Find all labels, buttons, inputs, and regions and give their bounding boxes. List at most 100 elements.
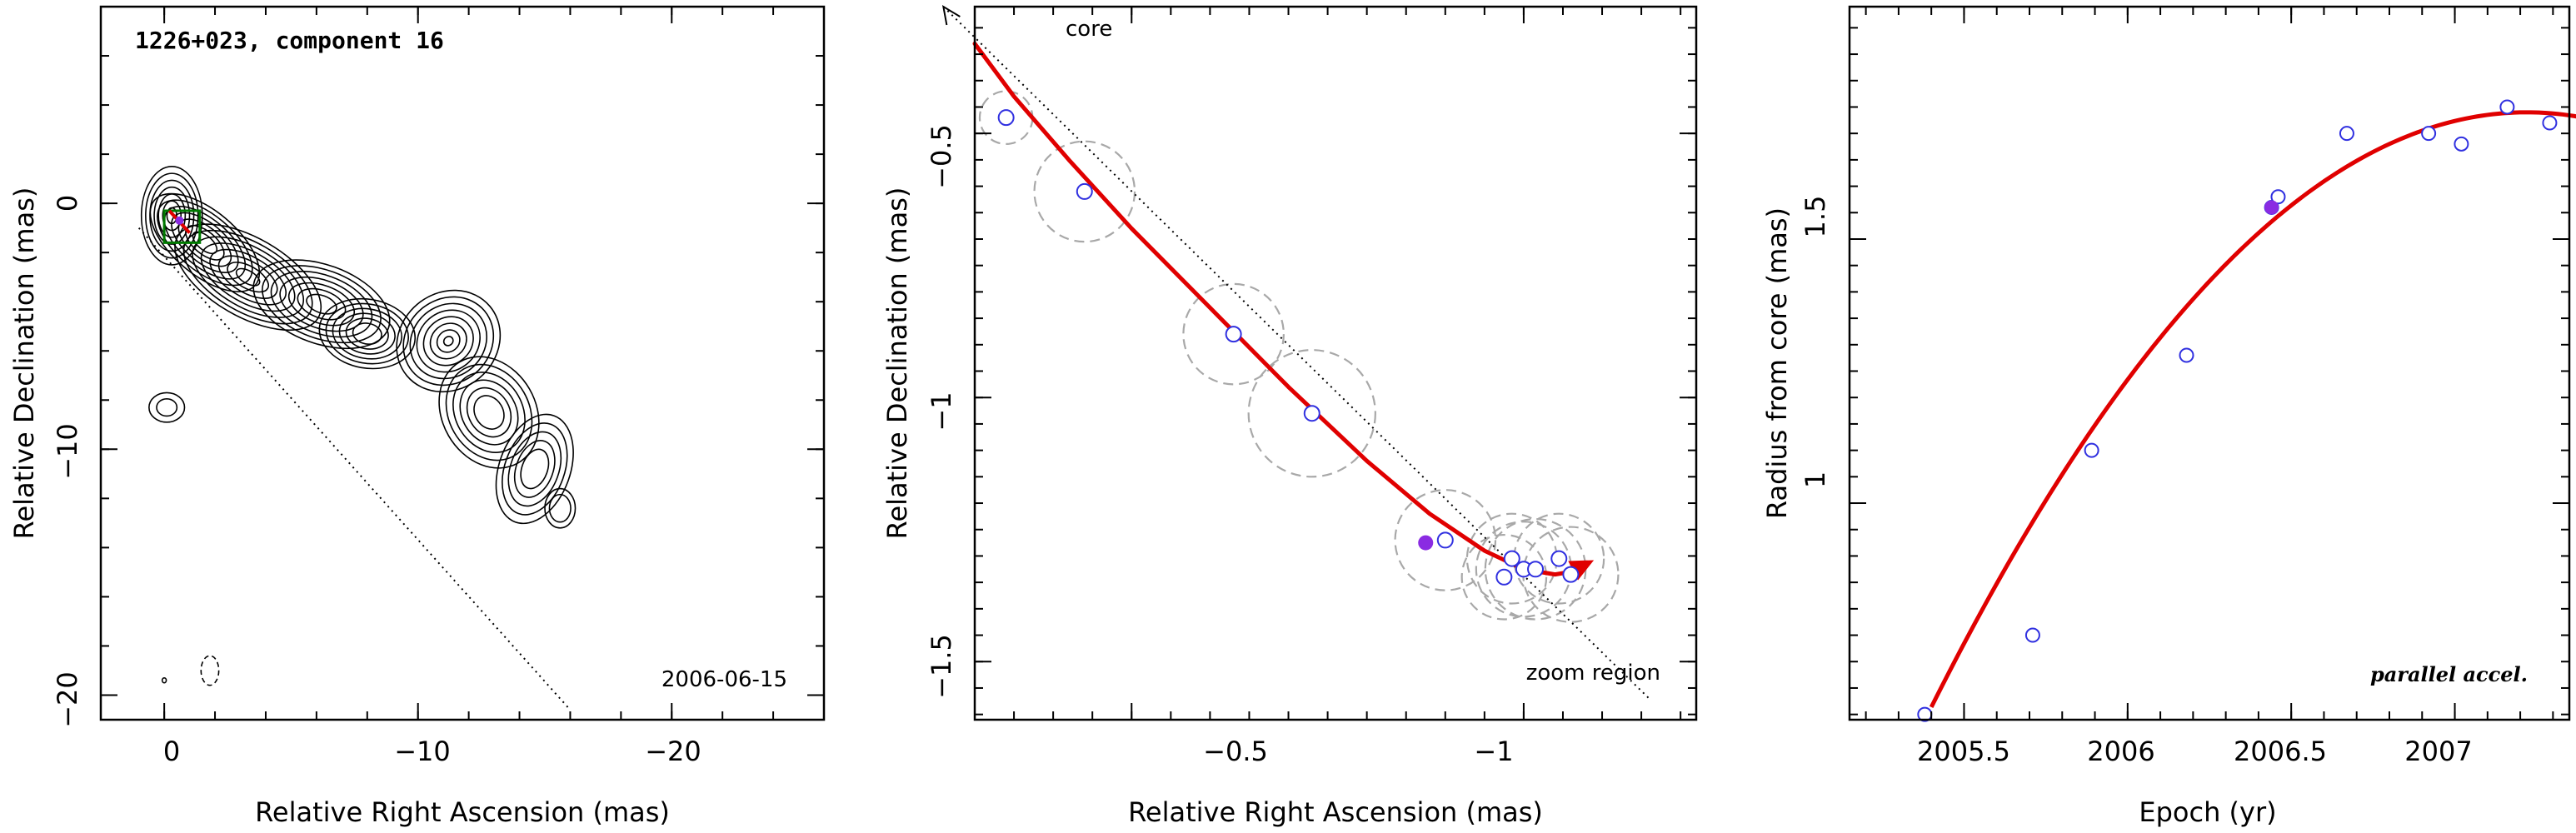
contour-7-2 [507, 431, 562, 507]
contour-6-0 [438, 356, 540, 469]
size-circle-4 [1394, 489, 1497, 591]
panel2-xtick-0: −0.5 [1203, 736, 1268, 767]
size-circle-9 [1513, 512, 1605, 605]
contour-4-3 [338, 312, 396, 355]
radius-point-8 [2454, 136, 2469, 152]
contour-0-0 [140, 166, 203, 266]
core-arrowhead [941, 5, 961, 26]
fitted-path [972, 41, 1589, 577]
panel2-xtick-1: −1 [1474, 736, 1513, 767]
contour-5-7 [442, 336, 454, 347]
contour-5-4 [422, 316, 474, 367]
contour-2-7 [235, 267, 261, 287]
panel1-xtick-2: −20 [645, 736, 701, 767]
radius-point-5 [2270, 189, 2286, 205]
radius-point-2 [2084, 442, 2099, 458]
highlight-point [1418, 535, 1434, 551]
path-arrowhead [1568, 560, 1595, 581]
panel2-ticks [974, 7, 1696, 720]
panel3-xtick-3: 2007 [2404, 736, 2472, 767]
panel1-title: 1226+023, component 16 [135, 27, 444, 54]
panel3-frame [1848, 5, 2571, 721]
panel-trajectory: core zoom region −0.5 −1 −0.5 −1 −1.5 Re… [881, 5, 1698, 828]
isolated-contour-1 [156, 398, 178, 417]
contour-5-5 [429, 322, 467, 360]
fit-curve [1929, 110, 2576, 709]
panel1-xlabel: Relative Right Ascension (mas) [255, 796, 670, 828]
contour-3-0 [252, 259, 391, 350]
contour-0-3 [153, 186, 191, 245]
parallel-accel-label: parallel accel. [2370, 662, 2528, 686]
radius-point-6 [2339, 126, 2354, 142]
panel1-ytick-0: 0 [52, 195, 83, 212]
position-point-2 [1225, 326, 1242, 343]
panel-radius-vs-epoch: parallel accel. 2005.5 2006 2006.5 2007 … [1761, 5, 2576, 828]
contour-4-1 [325, 302, 409, 365]
contour-6-4 [466, 387, 512, 438]
panel1-ytick-2: −20 [52, 671, 83, 728]
contour-3-2 [270, 271, 373, 338]
contour-7-0 [495, 413, 574, 525]
zoom-region-box [162, 209, 202, 244]
contour-8-0 [544, 487, 577, 529]
panel1-ytick-1: −10 [52, 423, 83, 480]
panel2-ylabel: Relative Declination (mas) [881, 187, 913, 540]
radius-point-3 [2179, 347, 2194, 363]
radius-point-7 [2421, 126, 2437, 142]
position-point-10 [1562, 566, 1580, 583]
contour-7-4 [520, 448, 550, 490]
panel3-xtick-2: 2006.5 [2234, 736, 2327, 767]
contour-5-3 [416, 309, 481, 373]
position-point-4 [1436, 531, 1454, 549]
radius-point-9 [2499, 99, 2515, 115]
contour-2-3 [200, 242, 296, 312]
contour-3-1 [262, 265, 382, 344]
position-point-6 [1503, 550, 1520, 567]
isolated-contour-15 [161, 677, 167, 684]
position-point-1 [1076, 182, 1093, 200]
contour-5-0 [396, 289, 502, 393]
contour-5-2 [409, 302, 488, 380]
contour-2-1 [182, 229, 313, 325]
highlight-point [2264, 200, 2279, 215]
contour-6-2 [452, 372, 526, 453]
panel1-xtick-0: 0 [163, 736, 180, 767]
panel2-ytick-1: −1 [926, 392, 957, 431]
size-circle-5 [1460, 533, 1548, 621]
contour-2-4 [209, 248, 287, 306]
contour-6-3 [459, 379, 519, 446]
contour-2-6 [227, 262, 269, 293]
contour-8-1 [548, 493, 572, 523]
panel1-date: 2006-06-15 [661, 667, 787, 692]
isolated-contour-8 [200, 655, 220, 686]
position-point-9 [1550, 550, 1568, 567]
position-point-8 [1527, 561, 1545, 578]
position-point-0 [997, 109, 1015, 127]
panel3-ticks [1850, 7, 2569, 720]
contour-4-4 [345, 317, 389, 350]
panel3-ytick-1: 1.5 [1800, 196, 1831, 238]
radius-point-1 [2024, 627, 2040, 643]
panel2-ytick-0: −0.5 [926, 124, 957, 189]
size-circle-2 [1182, 282, 1285, 386]
panel2-xlabel: Relative Right Ascension (mas) [1128, 796, 1543, 828]
contour-7-1 [502, 422, 568, 516]
contour-2-5 [217, 255, 278, 299]
contour-4-5 [352, 322, 382, 345]
panel3-xtick-1: 2006 [2087, 736, 2154, 767]
core-label: core [1066, 17, 1112, 42]
panel3-ylabel: Radius from core (mas) [1761, 207, 1793, 519]
contour-5-6 [436, 329, 461, 353]
contour-3-6 [306, 293, 337, 315]
panel1-ylabel: Relative Declination (mas) [8, 187, 40, 540]
contour-7-3 [513, 440, 556, 498]
contour-4-2 [332, 307, 402, 360]
contour-4-0 [318, 297, 417, 370]
panel3-ytick-0: 1 [1800, 471, 1831, 488]
contour-map [137, 166, 577, 711]
panel3-xlabel: Epoch (yr) [2139, 796, 2276, 828]
isolated-contour-0 [148, 392, 186, 423]
zoom-point-mini [175, 216, 184, 225]
size-circle-3 [1247, 349, 1376, 478]
